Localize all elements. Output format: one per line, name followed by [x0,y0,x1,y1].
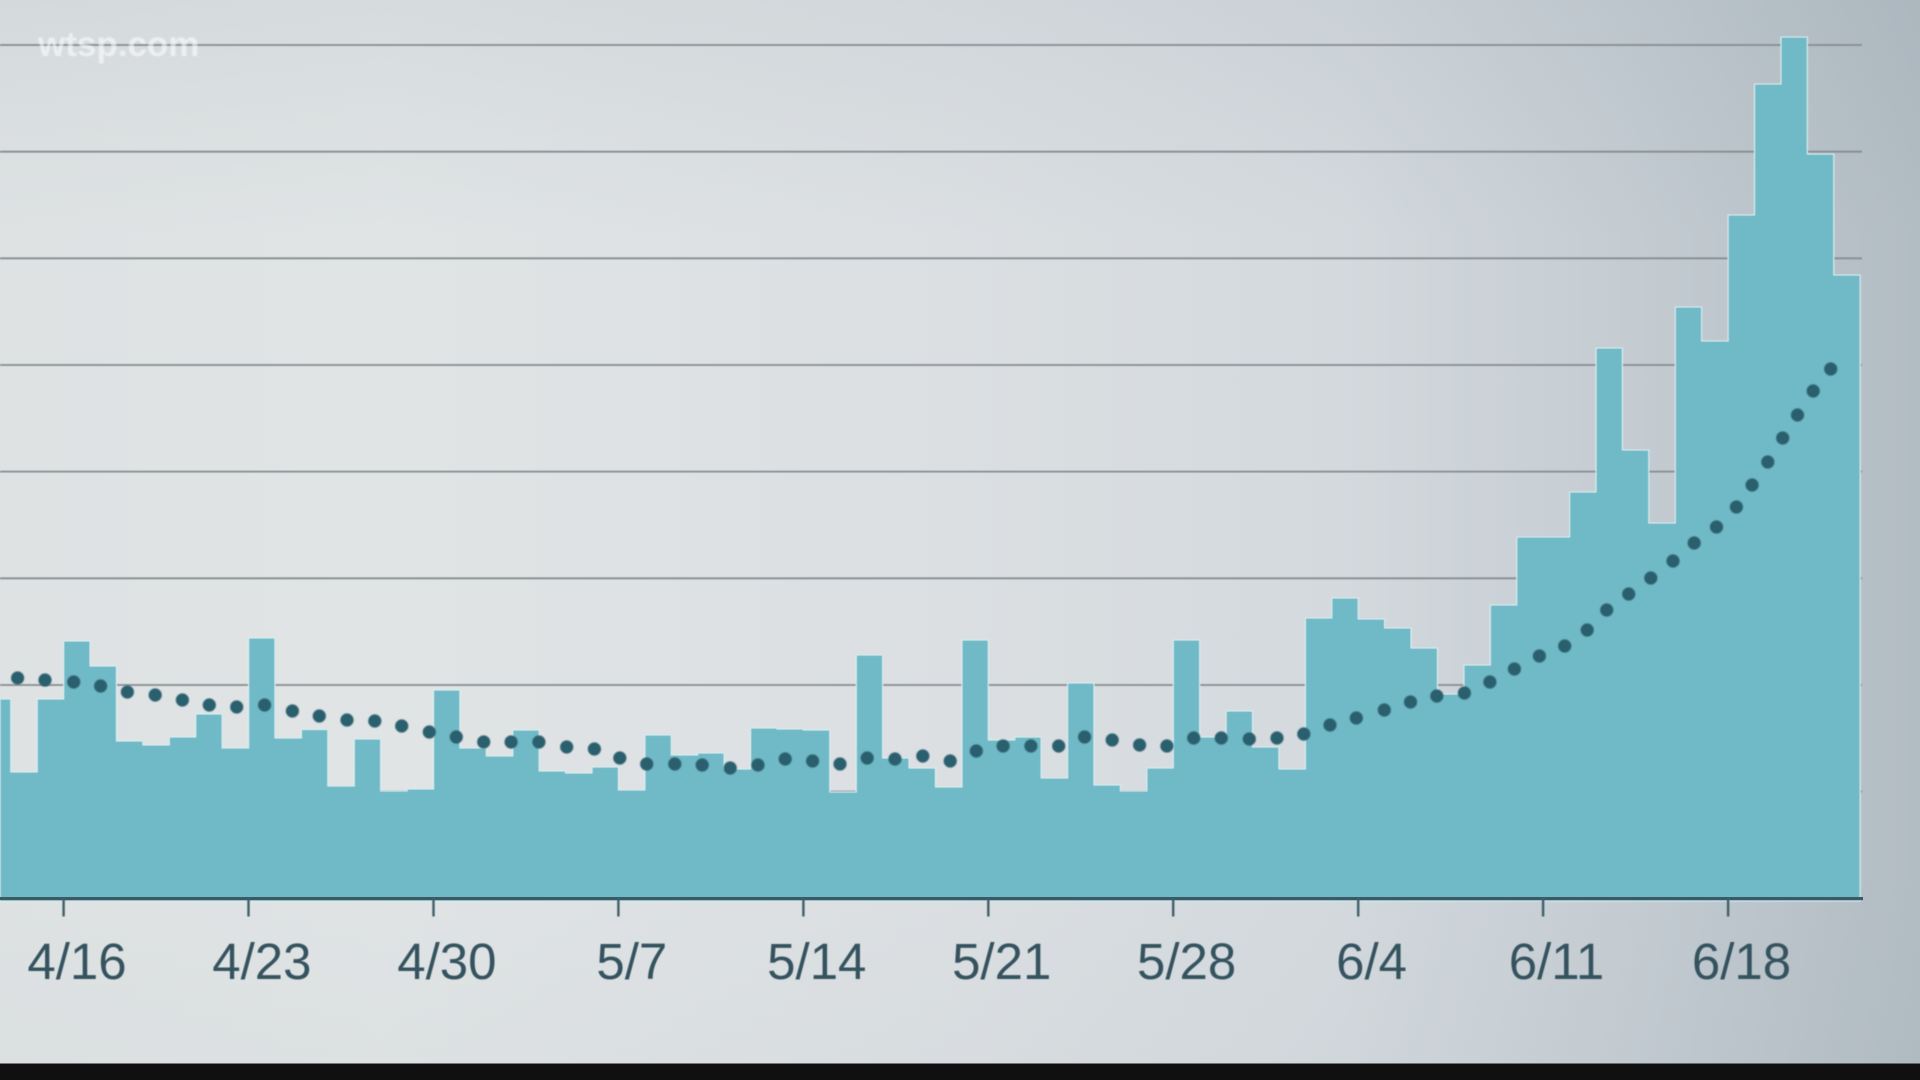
svg-text:6/4: 6/4 [1336,933,1407,990]
svg-text:5/21: 5/21 [952,933,1051,990]
svg-text:4/16: 4/16 [27,933,126,990]
svg-text:5/28: 5/28 [1137,933,1236,990]
svg-text:6/18: 6/18 [1692,933,1791,990]
svg-text:wtsp.com: wtsp.com [37,25,199,64]
svg-text:5/7: 5/7 [596,933,667,990]
svg-text:4/30: 4/30 [397,933,496,990]
svg-text:4/23: 4/23 [212,933,311,990]
svg-text:6/11: 6/11 [1509,933,1604,990]
svg-text:5/14: 5/14 [767,933,866,990]
